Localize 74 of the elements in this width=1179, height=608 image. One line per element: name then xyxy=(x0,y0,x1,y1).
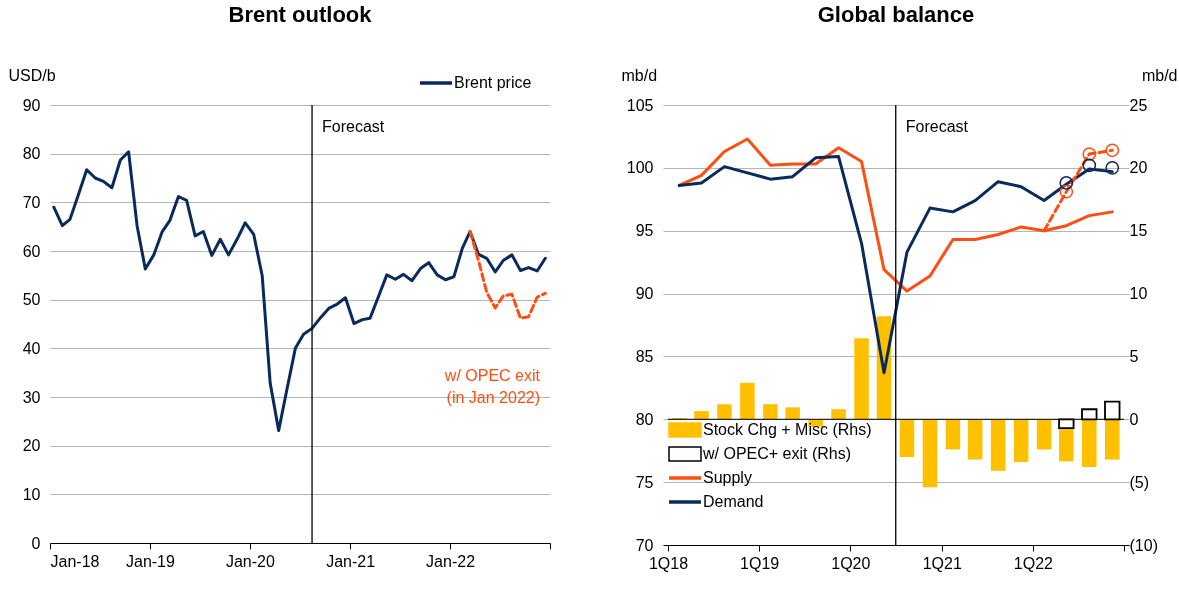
legend-label: Supply xyxy=(703,469,752,486)
x-tick-label: 1Q19 xyxy=(740,554,780,572)
y-tick-label: 70 xyxy=(22,193,41,211)
bar xyxy=(694,411,709,420)
y-tick-label: 0 xyxy=(31,534,41,552)
bar xyxy=(1104,419,1120,460)
annotation: w/ OPEC exit (in Jan 2022) xyxy=(443,366,541,406)
bar xyxy=(763,404,778,420)
point xyxy=(1059,184,1074,199)
y2-tick-label: 0 xyxy=(1129,410,1139,428)
y2-tick-label: 25 xyxy=(1129,96,1148,114)
x-tick-label: Jan-18 xyxy=(50,552,100,570)
chart-title: Global balance xyxy=(817,2,975,27)
chart-title: Brent outlook xyxy=(228,2,373,27)
y-axis-title: mb/d xyxy=(621,66,658,84)
y-tick-label: 80 xyxy=(635,410,654,428)
x-tick-label: Jan-21 xyxy=(326,552,376,570)
bar xyxy=(785,407,800,420)
bar xyxy=(1013,419,1029,463)
y-tick-label: 70 xyxy=(635,536,654,554)
point xyxy=(1105,143,1120,158)
line-series xyxy=(677,137,1114,293)
y2-axis-title: mb/d xyxy=(1141,66,1178,84)
y2-tick-label: 15 xyxy=(1129,222,1148,240)
y2-tick-label: 10 xyxy=(1129,285,1148,303)
y2-tick-label: (5) xyxy=(1129,473,1150,491)
y2-tick-label: (10) xyxy=(1129,536,1158,554)
legend-label: Brent price xyxy=(454,74,532,91)
y-tick-label: 85 xyxy=(635,347,654,365)
bar xyxy=(740,382,755,420)
bar xyxy=(945,419,961,450)
bar xyxy=(1036,419,1052,450)
point xyxy=(1082,158,1097,173)
legend-label: Stock Chg + Misc (Rhs) xyxy=(703,421,872,438)
x-tick-label: 1Q21 xyxy=(922,554,962,572)
y-tick-label: 100 xyxy=(626,159,654,177)
point xyxy=(1105,161,1120,175)
y-tick-label: 90 xyxy=(22,96,41,114)
bar xyxy=(922,419,938,488)
y-tick-label: 95 xyxy=(635,222,654,240)
y-tick-label: 60 xyxy=(22,242,41,260)
y-tick-label: 20 xyxy=(22,437,41,455)
point xyxy=(1059,176,1074,190)
x-tick-label: Jan-22 xyxy=(426,552,476,570)
ref-line-label: Forecast xyxy=(905,118,969,135)
bar xyxy=(899,419,915,457)
y-tick-label: 40 xyxy=(22,339,41,357)
bar xyxy=(990,419,1006,471)
y-tick-label: 90 xyxy=(635,285,654,303)
bar xyxy=(1082,419,1097,468)
bar xyxy=(967,419,983,460)
bar xyxy=(831,409,846,420)
y2-tick-label: 20 xyxy=(1129,159,1148,177)
bar xyxy=(854,338,869,420)
y-tick-label: 30 xyxy=(22,388,41,406)
line-series xyxy=(52,150,547,433)
line-series xyxy=(468,230,547,320)
y2-tick-label: 5 xyxy=(1129,347,1139,365)
x-tick-label: 1Q18 xyxy=(648,554,689,572)
y-tick-label: 10 xyxy=(22,485,41,503)
y-axis-title: USD/b xyxy=(8,66,56,84)
point xyxy=(1082,147,1097,161)
x-tick-label: 1Q20 xyxy=(831,554,871,572)
y-tick-label: 75 xyxy=(635,473,654,491)
ref-line-label: Forecast xyxy=(322,118,385,135)
y-tick-label: 50 xyxy=(22,291,41,309)
x-tick-label: Jan-20 xyxy=(225,552,275,570)
x-tick-label: 1Q22 xyxy=(1013,554,1054,572)
legend-label: Demand xyxy=(703,493,764,510)
y-tick-label: 105 xyxy=(626,96,654,114)
legend-label: w/ OPEC+ exit (Rhs) xyxy=(702,445,852,462)
bar xyxy=(717,404,732,420)
y-tick-label: 80 xyxy=(22,145,41,163)
x-tick-label: Jan-19 xyxy=(125,552,176,570)
